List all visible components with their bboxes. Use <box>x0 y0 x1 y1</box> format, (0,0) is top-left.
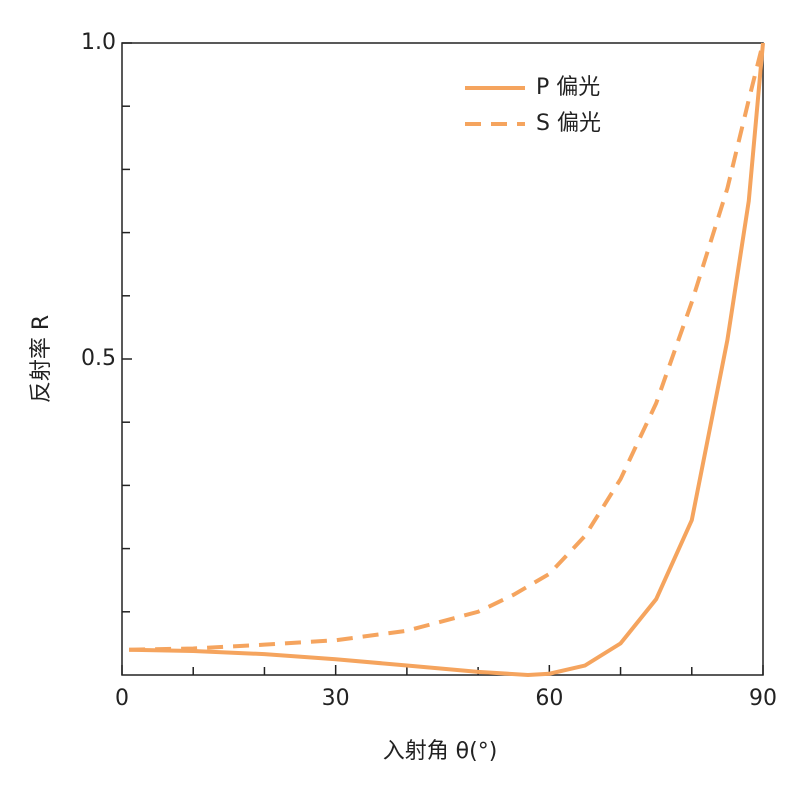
x-tick-label: 90 <box>749 686 777 711</box>
x-tick-label: 0 <box>115 686 129 711</box>
legend-label: S 偏光 <box>536 111 601 136</box>
x-tick-label: 30 <box>322 686 350 711</box>
y-tick-label: 1.0 <box>81 30 116 55</box>
y-axis-label: 反射率 R <box>29 315 54 403</box>
legend-label: P 偏光 <box>536 75 600 100</box>
series-line <box>129 42 765 652</box>
y-tick-label: 0.5 <box>81 346 116 371</box>
x-tick-label: 60 <box>535 686 563 711</box>
series-line <box>129 42 765 678</box>
x-axis-label: 入射角 θ(°) <box>383 739 498 764</box>
